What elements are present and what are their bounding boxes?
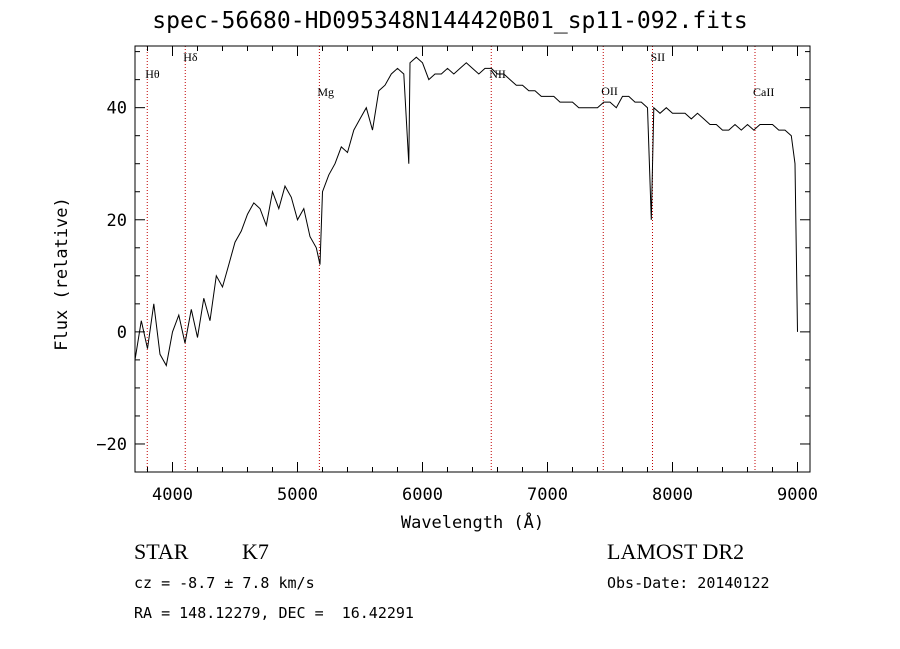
marker-label-0: Hθ (145, 67, 160, 81)
marker-label-4: OII (601, 84, 618, 98)
survey-name: LAMOST DR2 (607, 539, 745, 564)
y-tick-label-20: 20 (107, 211, 127, 231)
marker-label-2: Mg (317, 85, 334, 99)
y-tick-label--20: −20 (96, 435, 127, 455)
y-tick-label-40: 40 (107, 99, 127, 119)
y-axis-ticks: −20 0 20 40 (96, 51, 810, 455)
x-axis-label: Wavelength (Å) (401, 511, 544, 533)
x-tick-label-6000: 6000 (402, 485, 443, 505)
marker-label-1: Hδ (183, 50, 198, 64)
x-tick-label-9000: 9000 (777, 485, 818, 505)
redshift-cz: cz = -8.7 ± 7.8 km/s (134, 574, 315, 592)
spectrum-line (134, 56, 798, 367)
x-axis-ticks: 4000 5000 6000 7000 8000 9000 (147, 46, 818, 505)
x-tick-label-7000: 7000 (527, 485, 568, 505)
x-tick-label-5000: 5000 (277, 485, 318, 505)
chart-title: spec-56680-HD095348N144420B01_sp11-092.f… (152, 8, 748, 34)
observation-date: Obs-Date: 20140122 (607, 574, 770, 592)
y-axis-label: Flux (relative) (52, 197, 72, 351)
marker-label-6: CaII (753, 85, 774, 99)
object-type: STAR (134, 539, 189, 564)
coordinates: RA = 148.12279, DEC = 16.42291 (134, 604, 414, 622)
x-tick-label-8000: 8000 (652, 485, 693, 505)
y-tick-label-0: 0 (117, 323, 127, 343)
plot-frame (134, 45, 811, 473)
x-tick-label-4000: 4000 (152, 485, 193, 505)
object-subclass: K7 (242, 539, 269, 564)
marker-label-5: SII (651, 50, 666, 64)
